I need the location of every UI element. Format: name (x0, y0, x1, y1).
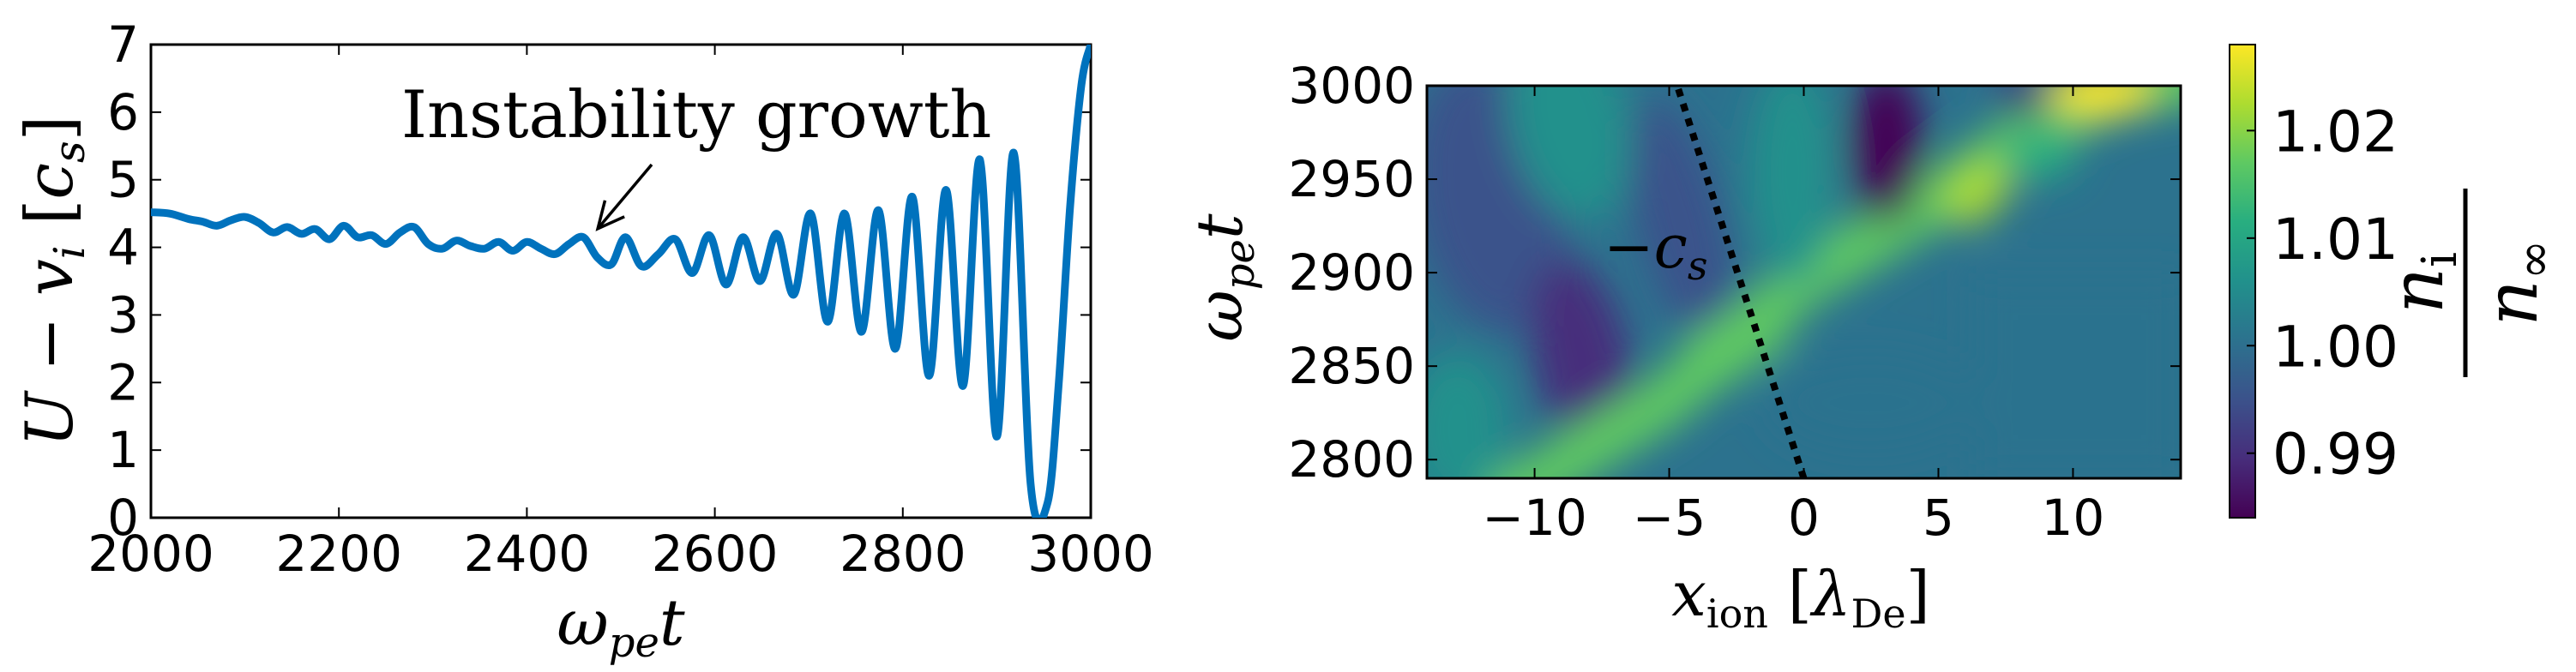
line-chart-ticks: 2000 2200 2400 2600 2800 3000 0 1 2 3 4 5 6 7 (87, 15, 1154, 583)
y-tick-label: 7 (107, 15, 139, 74)
heatmap-y-label: ωpet (1183, 213, 1264, 341)
colorbar-tick-label: 0.99 (2272, 422, 2398, 488)
line-chart-x-label: ωpet (557, 586, 684, 667)
heatmap-ticks: −10 −5 0 5 10 2800 2850 2900 2950 3000 (1288, 57, 2181, 547)
minus-cs-label: −cs (1604, 212, 1707, 289)
x-tick-label: 2800 (840, 525, 966, 583)
x-tick-label: 2000 (87, 525, 214, 583)
y-tick-label: 4 (107, 219, 139, 277)
y-tick-label: 6 (107, 83, 139, 141)
heatmap-x-tick-label: −5 (1633, 489, 1706, 547)
y-tick-label: 2 (107, 353, 139, 411)
heatmap-x-tick-label: 10 (2042, 489, 2105, 547)
heatmap-y-tick-label: 3000 (1288, 57, 1415, 115)
annotation-arrow (595, 163, 653, 231)
x-tick-label: 2200 (275, 525, 402, 583)
minus-cs-dotted-line (1674, 86, 1808, 478)
heatmap-image (1427, 86, 2181, 478)
heatmap-y-tick-label: 2950 (1288, 150, 1415, 208)
colorbar-tick-label: 1.01 (2272, 207, 2398, 273)
colorbar-ticks: 0.99 1.00 1.01 1.02 (2247, 99, 2398, 488)
line-chart-panel: 2000 2200 2400 2600 2800 3000 0 1 2 3 4 5 6 7 Instabi… (11, 15, 1154, 667)
x-tick-label: 2600 (652, 525, 779, 583)
line-chart-frame (149, 43, 1092, 519)
heatmap-x-tick-label: 0 (1788, 489, 1820, 547)
heatmap-x-tick-label: 5 (1923, 489, 1954, 547)
heatmap-y-tick-label: 2850 (1288, 337, 1415, 395)
annotation-arrow-head (595, 200, 625, 231)
heatmap-x-label: xion [λDe] (1671, 558, 1929, 637)
colorbar-label: ni n∞ (2375, 189, 2562, 377)
line-chart-y-label: U − vi [cs] (11, 116, 94, 447)
colorbar (2229, 44, 2256, 519)
x-tick-label: 3000 (1027, 525, 1154, 583)
colorbar-tick-label: 1.00 (2272, 314, 2398, 380)
x-tick-label: 2400 (464, 525, 591, 583)
annotation-instability-growth: Instability growth (401, 76, 991, 153)
heatmap-panel: −cs −10 −5 0 5 10 2800 2850 2900 2950 3000 xion [… (1183, 44, 2562, 637)
y-tick-label: 5 (107, 151, 139, 209)
y-tick-label: 1 (107, 421, 139, 479)
annotation-arrow-shaft (596, 163, 653, 230)
svg-text:n∞: n∞ (2470, 240, 2562, 327)
heatmap-y-tick-label: 2800 (1288, 430, 1415, 489)
line-series-path (151, 45, 1091, 518)
colorbar-tick-label: 1.02 (2272, 99, 2398, 165)
y-tick-label: 0 (107, 489, 139, 547)
y-tick-label: 3 (107, 285, 139, 344)
heatmap-x-tick-label: −10 (1482, 489, 1586, 547)
heatmap-y-tick-label: 2900 (1288, 243, 1415, 302)
